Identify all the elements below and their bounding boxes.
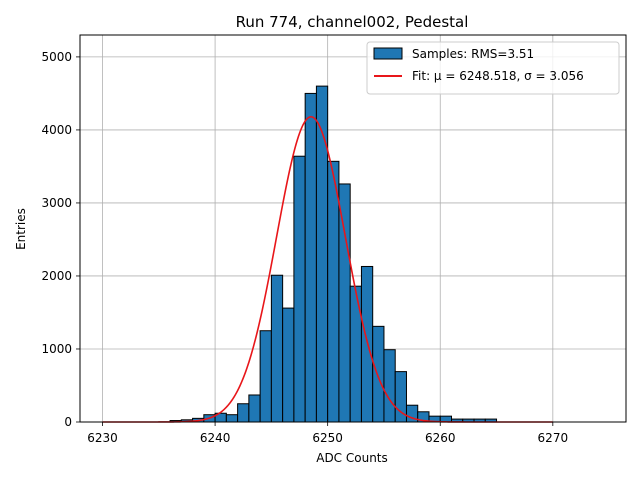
histogram-bar — [293, 155, 306, 423]
y-tick-label: 5000 — [41, 50, 72, 64]
legend-histogram-swatch — [373, 47, 403, 60]
plot-frame — [79, 34, 627, 423]
histogram-bar — [338, 183, 351, 423]
legend: Samples: RMS=3.51 Fit: μ = 6248.518, σ =… — [366, 41, 620, 95]
histogram-bar — [282, 307, 295, 423]
histogram-bar — [304, 92, 317, 423]
histogram-bar — [225, 414, 239, 423]
x-axis-label: ADC Counts — [316, 451, 388, 465]
x-tick-label: 6230 — [87, 431, 118, 445]
y-axis-label: Entries — [14, 208, 28, 250]
legend-fit-label: Fit: μ = 6248.518, σ = 3.056 — [412, 69, 584, 83]
histogram-bar — [248, 394, 261, 423]
x-axis-ticks: 6230 6240 6250 6260 6270 — [87, 422, 568, 445]
y-tick-label: 4000 — [41, 123, 72, 137]
histogram-bar — [372, 325, 385, 423]
histogram-bar — [270, 274, 284, 423]
y-tick-label: 2000 — [41, 269, 72, 283]
y-tick-label: 0 — [64, 415, 72, 429]
chart-title: Run 774, channel002, Pedestal — [236, 13, 469, 31]
legend-histogram-label: Samples: RMS=3.51 — [412, 47, 534, 61]
histogram-bar — [259, 330, 272, 423]
y-tick-label: 3000 — [41, 196, 72, 210]
histogram-bar — [315, 85, 329, 423]
histogram-bar — [237, 403, 250, 423]
y-tick-label: 1000 — [41, 342, 72, 356]
x-tick-label: 6260 — [425, 431, 456, 445]
legend-box — [366, 41, 620, 95]
histogram-bar — [327, 160, 340, 423]
y-axis-ticks: 0 1000 2000 3000 4000 5000 — [41, 50, 80, 429]
x-tick-label: 6250 — [312, 431, 343, 445]
x-tick-label: 6240 — [200, 431, 231, 445]
x-tick-label: 6270 — [538, 431, 569, 445]
histogram-bar — [383, 349, 396, 423]
